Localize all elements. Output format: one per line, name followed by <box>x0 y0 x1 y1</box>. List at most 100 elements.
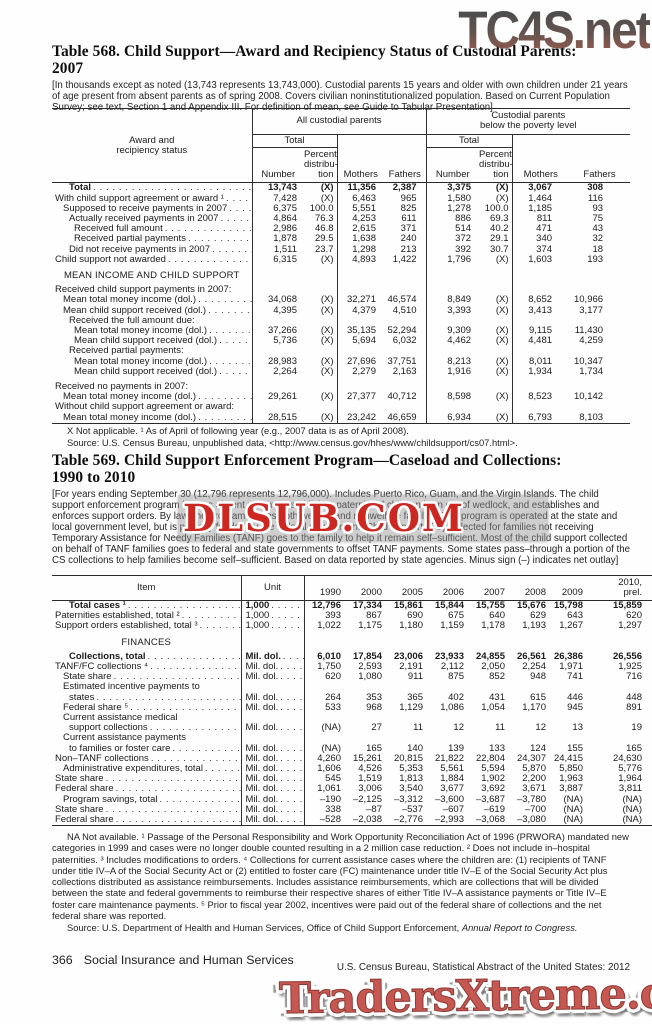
table568-cell: 10,142 <box>573 392 604 403</box>
table568-cell: 1,298 <box>352 244 376 255</box>
table568-cell: 29.1 <box>479 234 513 245</box>
table569-cell: 3,887 <box>559 784 583 795</box>
table569-source-text: Source: U.S. Department of Health and Hu… <box>67 921 462 933</box>
table569-cell: 945 <box>567 702 583 713</box>
dot-leader <box>203 764 240 774</box>
table568-cell: (X) <box>479 254 513 266</box>
table568-cell: 34,068 <box>267 295 297 306</box>
table568-cell: 471 <box>536 224 553 235</box>
table568-cell: 10,966 <box>573 295 604 306</box>
table568-row-label: Without child support agreement or award… <box>52 402 253 413</box>
table568-cell: 28,983 <box>267 356 297 367</box>
table569-cell: –3,780 <box>516 794 546 805</box>
dot-leader <box>278 764 303 774</box>
dot-leader <box>278 774 303 784</box>
table569-unit-cell: Mil. dol. <box>241 692 305 703</box>
dot-leader <box>186 234 251 244</box>
table568-cell: (X) <box>479 336 513 347</box>
table568-cell: 29,261 <box>267 392 297 403</box>
dot-leader <box>170 744 240 754</box>
table569-cell: 867 <box>366 611 382 622</box>
table569-unit-cell: 1,000 <box>241 600 305 612</box>
table568-title: Table 568. Child Support—Award and Recip… <box>52 43 630 77</box>
table568-row: Mean total money income (dol.) 28,983 (X) 2… <box>52 356 630 367</box>
table568-cell: (X) <box>479 366 513 378</box>
table569-cell: 741 <box>567 672 583 683</box>
table569-year-header-last: 2010, prel. <box>618 577 642 599</box>
table569-row-label: Federal share <box>52 784 242 795</box>
table569-title-line1: Table 569. Child Support Enforcement Pro… <box>52 452 562 469</box>
dot-leader <box>278 744 303 754</box>
table568-cell: 8,652 <box>528 295 553 306</box>
table568-cell: 8,011 <box>528 356 553 367</box>
table568-percent-header: Percent distribu- tion <box>304 147 338 183</box>
table568-cell: 4,379 <box>352 305 376 316</box>
table569-unit-cell: Mil. dol. <box>241 702 305 714</box>
table568-cell: 28,515 <box>267 412 297 423</box>
table569-row: to families or foster careMil. dol. (NA) 1… <box>52 743 652 754</box>
table569-item-header: Item <box>52 575 242 601</box>
table568-row-label: Supposed to receive payments in 2007 <box>52 203 253 215</box>
table569-cell: (NA) <box>622 804 642 815</box>
table568-row: Mean total money income (dol.) 28,515 (X) 2… <box>52 412 630 424</box>
table568-row-label: Mean child support received (dol.) <box>52 366 253 378</box>
table569-cell: 365 <box>407 692 423 703</box>
table568-cell: 27,377 <box>346 392 376 403</box>
table569-unit-cell: 1,000 <box>241 621 305 632</box>
table568-cell <box>479 346 513 357</box>
table568-row-label <box>52 377 253 383</box>
table568-cell: 308 <box>569 182 631 194</box>
table569-cell: 3,540 <box>399 784 423 795</box>
table568-row: Received the full amount due: <box>52 315 630 327</box>
table568-row: Received partial payments: <box>52 346 630 357</box>
table568-cell <box>337 285 384 295</box>
table569-cell: 11 <box>413 723 423 734</box>
table569-unit-cell: Mil. dol. <box>241 804 305 816</box>
table569-cell: 620 <box>626 611 642 622</box>
watermark-middle-panel: DLSUB.COM <box>178 495 548 542</box>
table568-cell: 9,115 <box>528 326 553 337</box>
table568-cell: 1,916 <box>447 366 472 377</box>
dot-leader <box>227 204 251 214</box>
dot-leader <box>198 621 240 631</box>
table568-cell: 2,264 <box>273 366 297 377</box>
table569-cell: 264 <box>325 692 341 703</box>
table568-cell: 2,986 <box>273 224 297 235</box>
table568-cell <box>512 316 569 326</box>
table569-cell: 11 <box>495 723 505 734</box>
table568-row-label: Child support not awarded <box>52 254 253 266</box>
table568-row-label: Received no payments in 2007: <box>52 382 253 393</box>
table568-cell: (X) <box>304 295 338 306</box>
table568-cell: 811 <box>536 214 553 225</box>
table568-headnote: [In thousands except as noted (13,743 re… <box>52 80 628 113</box>
dot-leader <box>278 815 303 825</box>
table568-row: Mean total money income (dol.) 34,068 (X) 3… <box>52 295 630 306</box>
watermark-middle: DLSUB.COM <box>183 496 465 540</box>
table568-cell: 6,793 <box>528 412 553 423</box>
table569-cell <box>345 682 386 692</box>
table569-cell: 5,870 <box>522 764 546 775</box>
table569-body: Total cases ¹1,00012,79617,33415,86115,8… <box>52 600 652 826</box>
table569-row-label: states <box>52 692 242 703</box>
table568-cell: 29.5 <box>304 234 338 245</box>
table569-row-label: State share <box>52 672 242 683</box>
table568-cell <box>304 377 338 383</box>
table568-cell <box>426 382 479 392</box>
table569-cell: (NA) <box>563 794 583 805</box>
table569-cell: 124 <box>530 743 546 754</box>
table569-cell: 26,556 <box>612 651 642 662</box>
table569-unit-cell <box>241 713 305 724</box>
table568-row-label: Received partial payments: <box>52 346 253 357</box>
table568-cell <box>384 402 427 413</box>
table569-cell <box>304 682 345 692</box>
table568-cell: (X) <box>479 295 513 306</box>
table569-row: Federal share ⁵Mil. dol. 533 968 1,129 1,086… <box>52 702 652 714</box>
table568-cell: 4,893 <box>352 254 376 265</box>
table569-row: Estimated incentive payments to <box>52 682 652 693</box>
table568-cell: 23,242 <box>346 412 376 423</box>
table569-section-header: FINANCES <box>52 631 242 652</box>
table568-cell: 4,259 <box>579 336 604 347</box>
table568: Award and recipiency status All custodia… <box>52 108 631 424</box>
table568-cell: (X) <box>479 305 513 316</box>
table569: Item Unit 1990 2000 2005 2006 2007 2008 … <box>52 575 652 827</box>
